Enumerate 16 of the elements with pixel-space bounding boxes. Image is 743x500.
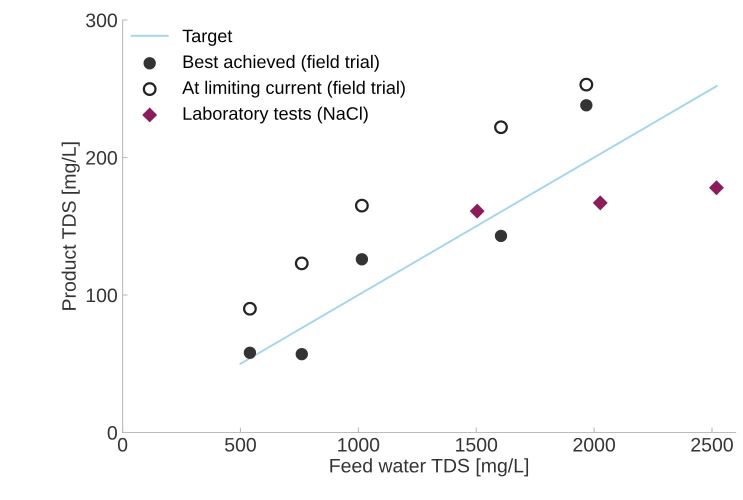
y-tick-label: 300 [86,13,117,28]
x-tick-label: 2500 [691,438,733,452]
x-tick-label: 0 [118,438,128,452]
x-tick-label: 500 [225,438,256,452]
y-tick-label: 200 [86,150,117,165]
x-axis-title: Feed water TDS [mg/L] [330,458,528,476]
legend-label: Laboratory tests (NaCl) [184,106,368,124]
y-tick-label: 100 [86,288,117,302]
x-tick-label: 2000 [573,438,615,452]
y-axis-title: Product TDS [mg/L] [62,142,80,310]
legend-label: Target [182,30,232,46]
x-tick-label: 1500 [456,438,498,452]
legend-label: At limiting current (field trial) [182,80,405,98]
y-tick-label: 0 [108,426,117,440]
legend-label: Best achieved (field trial) [184,54,379,72]
x-tick-label: 1000 [338,438,380,452]
